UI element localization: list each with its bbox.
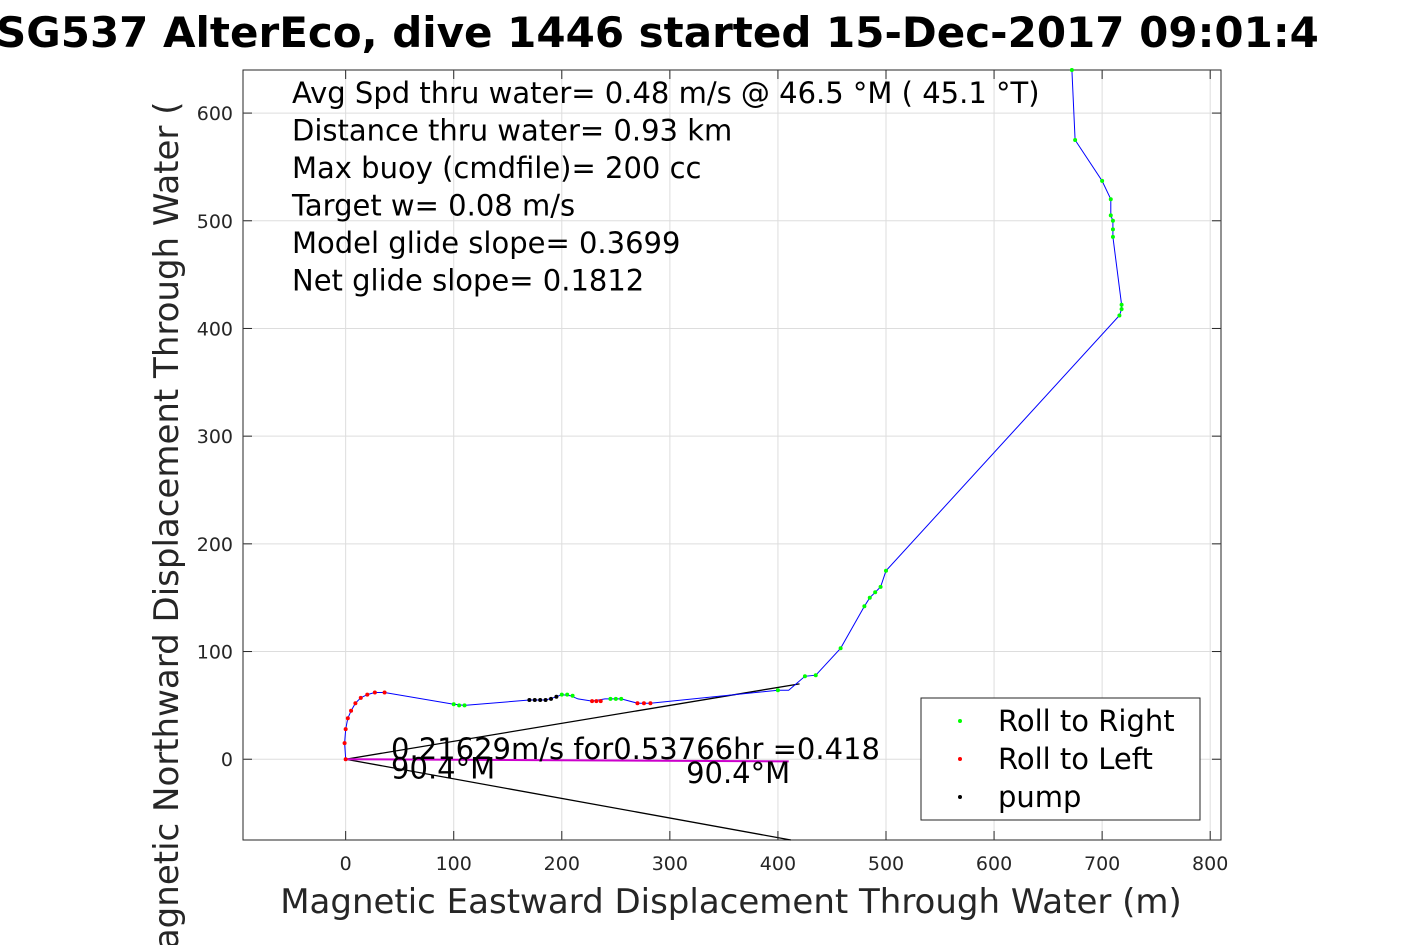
y-tick-label: 200 [197, 534, 233, 556]
data-point [635, 701, 640, 706]
data-point [343, 727, 348, 732]
y-tick-label: 500 [197, 211, 233, 233]
data-point [570, 693, 575, 698]
data-point [641, 701, 646, 706]
data-point [382, 690, 387, 695]
plot-area [242, 68, 1222, 841]
y-axis-title: Magnetic Northward Displacement Through … [147, 102, 187, 945]
data-point [532, 698, 537, 702]
current-line [345, 683, 800, 760]
x-tick-label: 800 [1192, 853, 1228, 875]
data-point [559, 692, 564, 697]
legend-label: pump [998, 780, 1081, 814]
data-point [565, 692, 570, 697]
data-point [867, 595, 872, 600]
annotation-text: 0.21629m/s for0.53766hr =0.418 [391, 732, 880, 766]
stat-line: Target w= 0.08 m/s [291, 189, 575, 223]
data-point [1073, 138, 1078, 142]
chart-title: SG537 AlterEco, dive 1446 started 15-Dec… [0, 8, 1319, 57]
markers [342, 68, 1124, 762]
data-point [1110, 218, 1115, 223]
data-point [543, 698, 548, 702]
data-point [775, 688, 780, 693]
data-point [372, 690, 377, 695]
y-tick-label: 0 [221, 749, 233, 771]
data-point [648, 701, 653, 706]
data-point [343, 757, 348, 762]
data-point [862, 604, 867, 609]
stat-line: Model glide slope= 0.3699 [292, 226, 680, 260]
data-point [554, 694, 559, 699]
data-point [349, 708, 354, 713]
legend-label: Roll to Right [998, 704, 1175, 738]
x-tick-label: 0 [340, 853, 352, 875]
y-tick-labels: 0 100 200 300 400 500 600 [197, 103, 233, 771]
legend-marker [958, 795, 962, 799]
stat-line: Net glide slope= 0.1812 [292, 264, 644, 298]
data-point [1117, 313, 1122, 318]
y-tick-label: 300 [197, 426, 233, 448]
current-lines [345, 683, 800, 841]
x-axis-title: Magnetic Eastward Displacement Through W… [280, 882, 1182, 922]
data-point [873, 590, 878, 595]
legend-marker [958, 719, 962, 723]
data-point [878, 584, 883, 589]
annotation-text: 90.4°M [686, 756, 790, 790]
current-line [345, 758, 792, 841]
data-point [358, 695, 363, 700]
legend-box [920, 697, 1201, 821]
data-point [1110, 227, 1115, 232]
data-point [802, 674, 807, 679]
data-point [462, 703, 467, 708]
data-point [1108, 197, 1113, 202]
data-point [619, 696, 624, 701]
data-point [538, 698, 543, 702]
data-point [548, 696, 553, 701]
data-point [1110, 234, 1115, 239]
x-tick-label: 600 [976, 853, 1012, 875]
y-tick-label: 400 [197, 318, 233, 340]
data-point [1108, 213, 1113, 218]
x-tick-label: 100 [436, 853, 472, 875]
data-point [342, 741, 347, 746]
stats-block: Avg Spd thru water= 0.48 m/s @ 46.5 °M (… [291, 76, 1040, 298]
data-point [594, 699, 599, 704]
data-point [345, 716, 350, 721]
data-point [1119, 302, 1124, 307]
legend: Roll to Right Roll to Left pump [920, 697, 1201, 821]
data-point [1069, 68, 1074, 72]
data-point [838, 646, 843, 651]
stat-line: Distance thru water= 0.93 km [292, 114, 732, 148]
data-point [1100, 178, 1105, 183]
stat-line: Avg Spd thru water= 0.48 m/s @ 46.5 °M (… [292, 76, 1040, 110]
x-tick-labels: 0 100 200 300 400 500 600 700 800 [340, 853, 1229, 875]
x-tick-label: 400 [760, 853, 796, 875]
data-point [590, 699, 595, 704]
data-point [613, 696, 618, 701]
y-tick-label: 600 [197, 103, 233, 125]
data-point [883, 568, 888, 573]
legend-label: Roll to Left [998, 742, 1153, 776]
data-point [457, 703, 462, 708]
legend-marker [958, 757, 962, 761]
data-point [813, 673, 818, 678]
data-point [451, 702, 456, 707]
current-track-line [345, 758, 789, 763]
data-point [608, 696, 613, 701]
x-tick-label: 700 [1084, 853, 1120, 875]
y-tick-label: 100 [197, 642, 233, 664]
ticks [243, 70, 1221, 840]
data-point [1119, 307, 1124, 312]
data-point [527, 698, 532, 702]
data-point [598, 699, 603, 704]
data-point [353, 701, 358, 706]
stat-line: Max buoy (cmdfile)= 200 cc [292, 151, 701, 185]
x-tick-label: 300 [652, 853, 688, 875]
x-tick-label: 200 [544, 853, 580, 875]
annotation-text: 90.4°M [391, 752, 495, 786]
data-point [365, 692, 370, 697]
x-tick-label: 500 [868, 853, 904, 875]
